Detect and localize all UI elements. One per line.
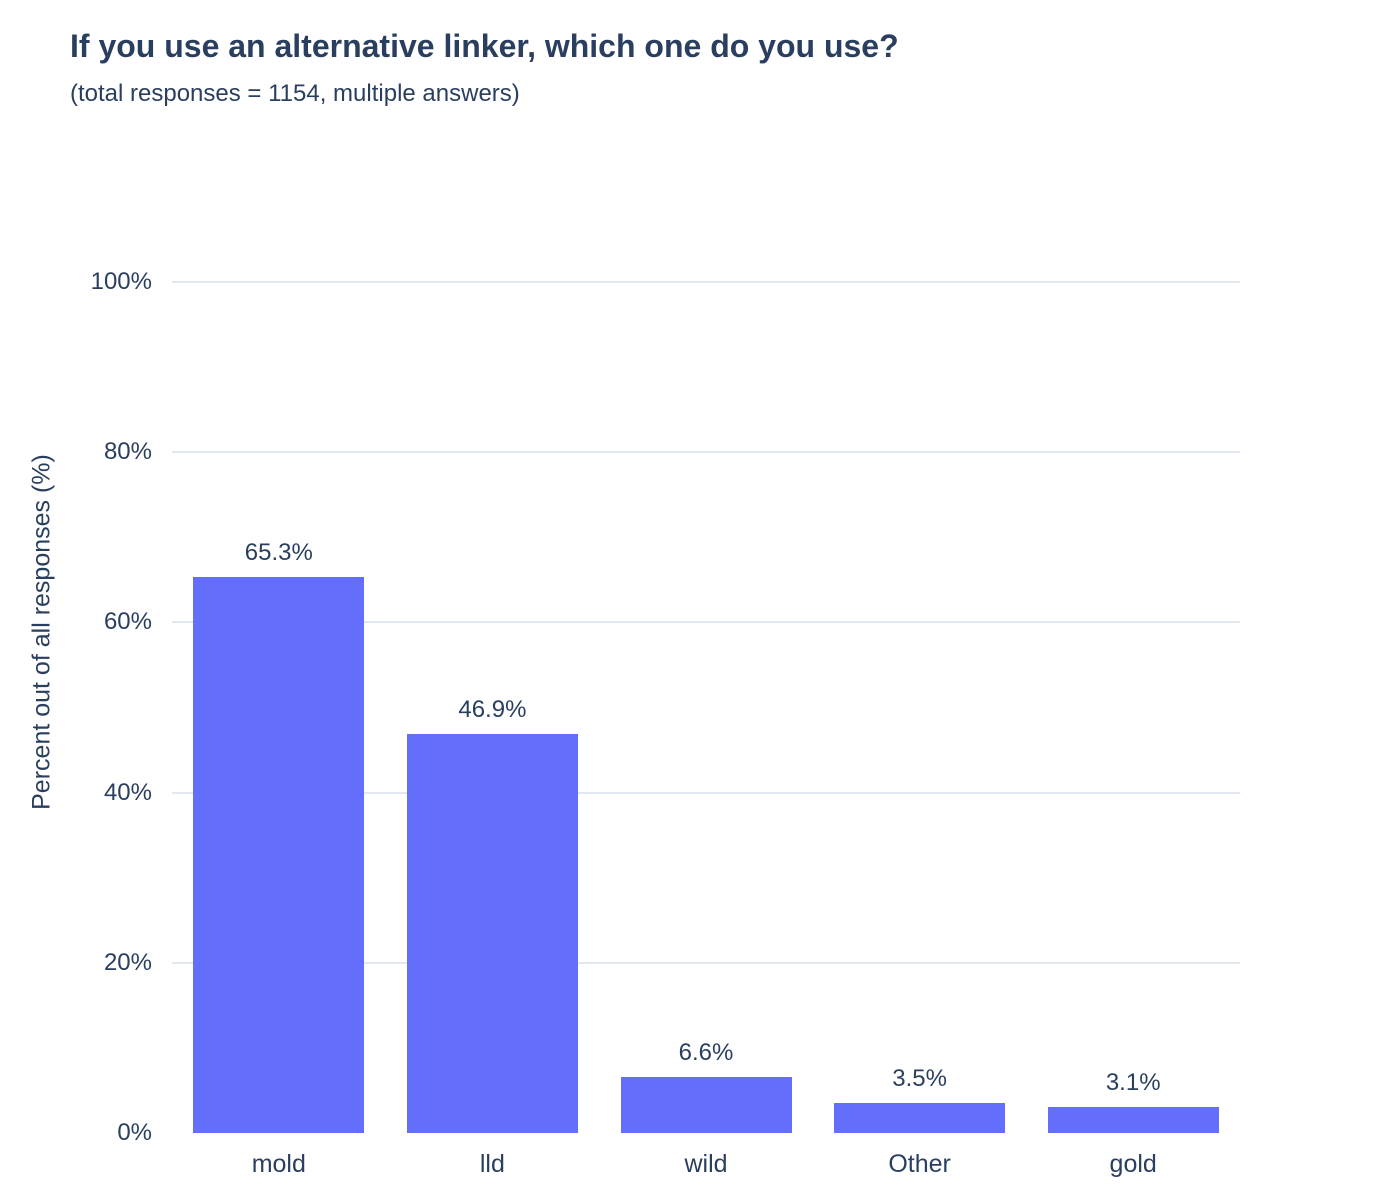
bar-gold[interactable] [1048, 1107, 1219, 1133]
gridline-40 [172, 791, 1240, 794]
bar-value-label-wild: 6.6% [678, 1038, 734, 1066]
bar-value-label-lld: 46.9% [458, 695, 527, 723]
bar-Other[interactable] [834, 1103, 1005, 1133]
y-tick-label-40: 40% [103, 778, 152, 806]
x-category-label-wild: wild [684, 1150, 728, 1178]
chart-title: If you use an alternative linker, which … [70, 28, 899, 64]
bar-value-label-mold: 65.3% [244, 539, 313, 567]
gridline-80 [172, 451, 1240, 454]
x-category-label-Other: Other [888, 1150, 951, 1178]
x-category-label-gold: gold [1109, 1150, 1157, 1178]
y-tick-label-20: 20% [103, 948, 152, 976]
x-category-label-lld: lld [479, 1150, 505, 1178]
gridline-100 [172, 281, 1240, 283]
y-tick-label-80: 80% [103, 438, 152, 466]
gridline-60 [172, 621, 1240, 624]
chart-subtitle: (total responses = 1154, multiple answer… [70, 80, 520, 107]
x-category-label-mold: mold [251, 1150, 306, 1178]
bar-mold[interactable] [193, 577, 364, 1133]
bar-value-label-Other: 3.5% [892, 1065, 947, 1093]
bar-value-label-gold: 3.1% [1105, 1068, 1161, 1096]
bar-wild[interactable] [621, 1077, 792, 1133]
gridline-20 [172, 961, 1240, 964]
bar-lld[interactable] [407, 734, 578, 1133]
y-tick-label-100: 100% [90, 268, 152, 295]
y-tick-label-0: 0% [117, 1119, 152, 1146]
y-tick-label-60: 60% [103, 608, 152, 636]
plot-area [172, 281, 1240, 1133]
